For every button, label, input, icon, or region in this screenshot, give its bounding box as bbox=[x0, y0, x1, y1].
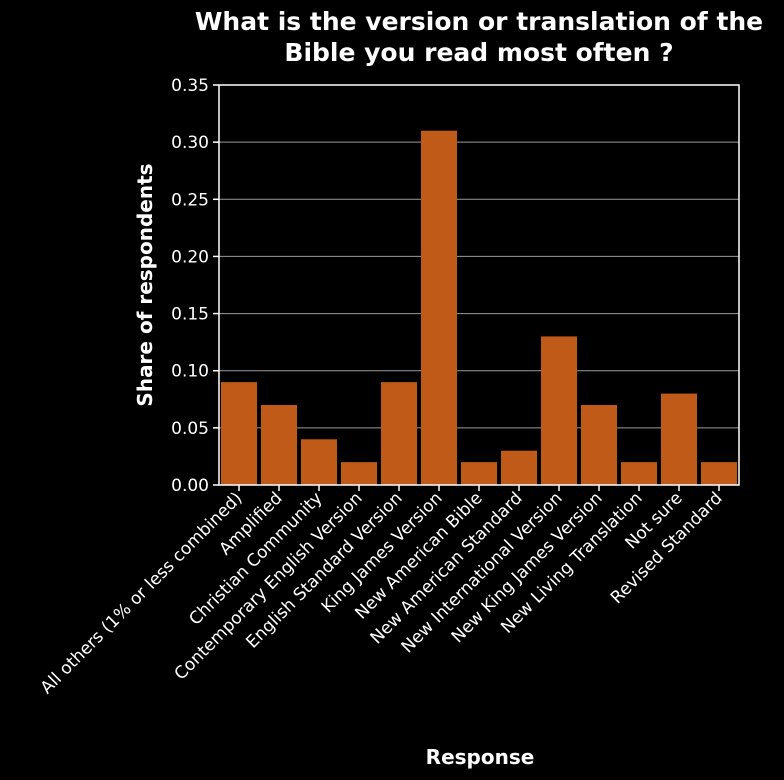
bar bbox=[261, 405, 297, 485]
bar bbox=[221, 382, 257, 485]
y-tick-label: 0.30 bbox=[171, 133, 209, 153]
bar bbox=[341, 462, 377, 485]
y-tick-label: 0.25 bbox=[171, 190, 209, 210]
bar bbox=[421, 130, 457, 485]
y-tick-label: 0.10 bbox=[171, 362, 209, 382]
bar bbox=[461, 462, 497, 485]
bar bbox=[301, 439, 337, 485]
x-axis: All others (1% or less combined)Amplifie… bbox=[37, 485, 727, 698]
bar bbox=[701, 462, 737, 485]
y-tick-label: 0.35 bbox=[171, 76, 209, 96]
chart-title-line-2: Bible you read most often ? bbox=[284, 38, 673, 67]
bars bbox=[221, 130, 737, 485]
y-axis: 0.00 0.05 0.10 0.15 0.20 0.25 0.30 0.35 bbox=[171, 76, 219, 496]
chart-title-line-1: What is the version or translation of th… bbox=[195, 7, 763, 36]
y-tick-label: 0.05 bbox=[171, 419, 209, 439]
y-tick-label: 0.00 bbox=[171, 476, 209, 496]
bar bbox=[621, 462, 657, 485]
bar bbox=[541, 336, 577, 485]
bar bbox=[581, 405, 617, 485]
bar bbox=[501, 450, 537, 485]
y-axis-title: Share of respondents bbox=[133, 163, 157, 406]
y-tick-label: 0.15 bbox=[171, 305, 209, 325]
x-axis-title: Response bbox=[426, 745, 535, 769]
bar bbox=[661, 393, 697, 485]
bar bbox=[381, 382, 417, 485]
y-tick-label: 0.20 bbox=[171, 247, 209, 267]
gridlines bbox=[219, 141, 739, 429]
